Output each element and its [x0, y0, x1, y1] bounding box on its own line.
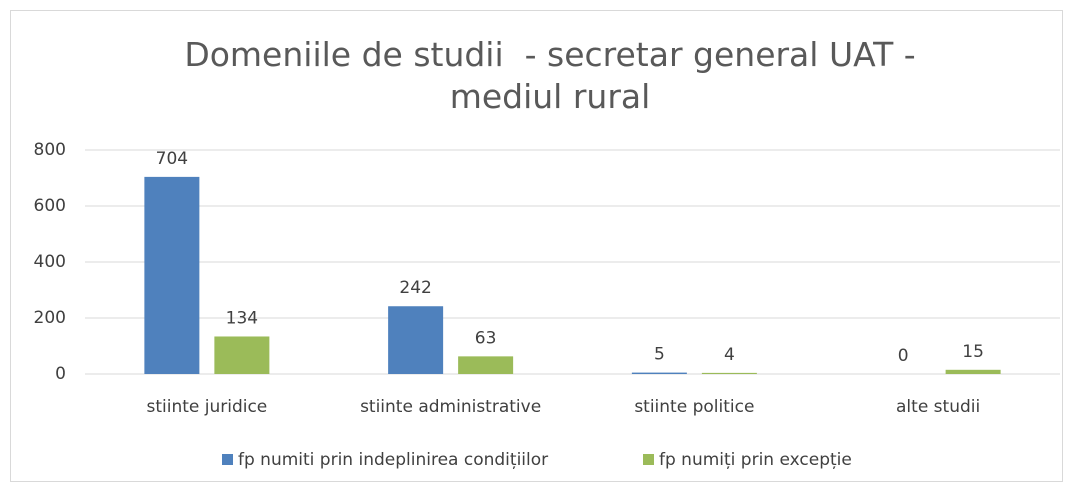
- y-tick-label: 200: [34, 308, 66, 328]
- value-label: 242: [399, 278, 431, 298]
- value-label: 15: [962, 342, 984, 362]
- x-tick-label: stiinte juridice: [146, 397, 267, 417]
- bar: [945, 369, 1001, 374]
- legend-swatch: [222, 454, 233, 465]
- bar: [144, 176, 200, 374]
- x-tick-label: alte studii: [896, 397, 980, 417]
- bar: [631, 372, 687, 374]
- y-tick-label: 600: [34, 196, 66, 216]
- x-tick-label: stiinte politice: [634, 397, 754, 417]
- value-label: 0: [898, 346, 909, 366]
- value-label: 134: [226, 308, 258, 328]
- value-label: 704: [156, 149, 188, 169]
- y-tick-label: 0: [55, 364, 66, 384]
- value-label: 4: [724, 345, 735, 365]
- x-tick-label: stiinte administrative: [360, 397, 541, 417]
- value-label: 5: [654, 345, 665, 365]
- bar: [214, 336, 270, 374]
- y-tick-label: 800: [34, 140, 66, 160]
- bar: [701, 372, 757, 374]
- legend-label: fp numiti prin indeplinirea condițiilor: [238, 450, 548, 470]
- legend-swatch: [643, 454, 654, 465]
- chart-title: Domeniile de studii - secretar general U…: [184, 35, 927, 116]
- value-label: 63: [475, 328, 497, 348]
- bar: [388, 306, 444, 374]
- legend-label: fp numiți prin excepție: [659, 450, 852, 470]
- y-tick-label: 400: [34, 252, 66, 272]
- bar: [458, 356, 514, 374]
